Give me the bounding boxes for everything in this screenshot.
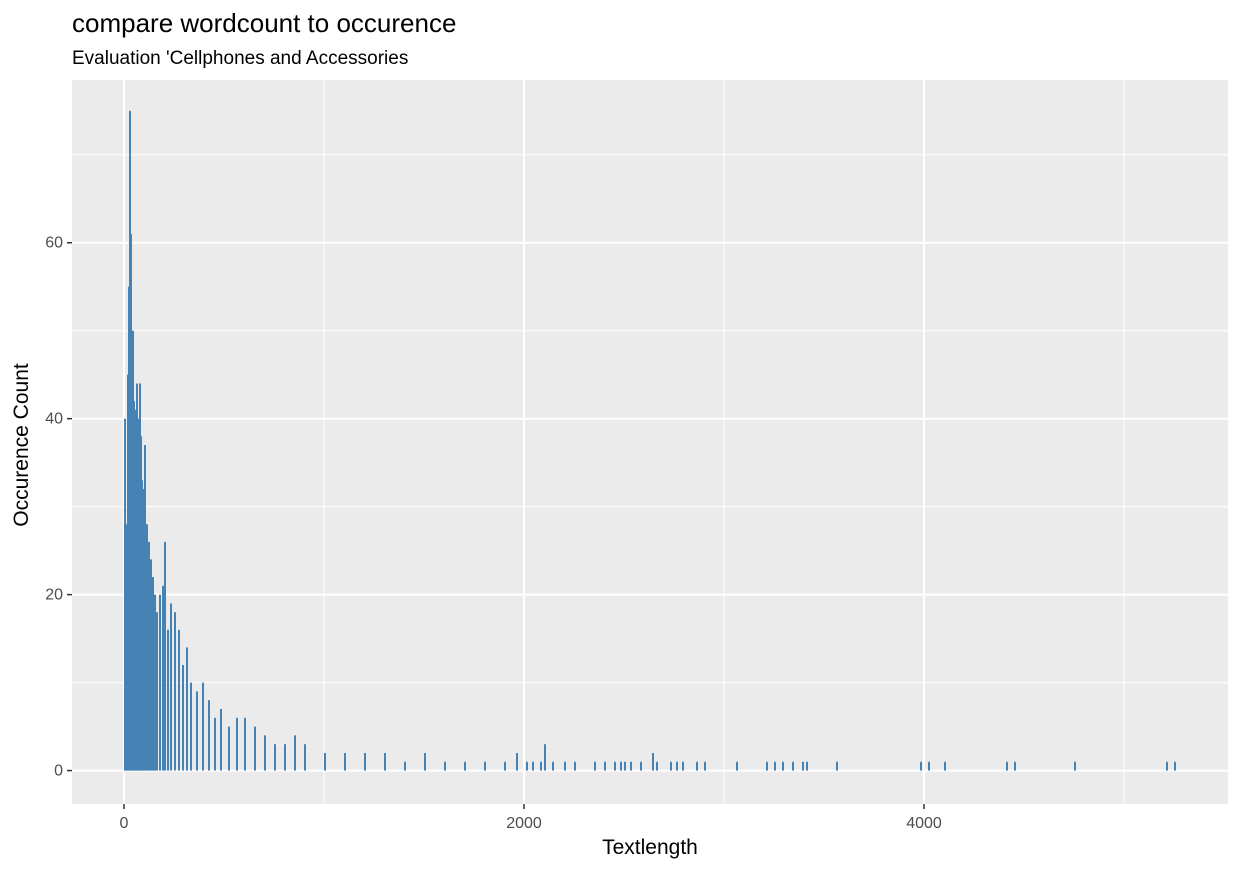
bar: [766, 761, 768, 771]
bar: [574, 761, 576, 771]
bar: [544, 744, 546, 771]
bar: [304, 744, 306, 771]
bar: [1006, 761, 1008, 771]
bar: [656, 761, 658, 771]
bar: [214, 717, 216, 771]
bar: [196, 691, 198, 771]
bar: [774, 761, 776, 771]
chart-title: compare wordcount to occurence: [72, 8, 457, 38]
y-tick-label: 0: [54, 763, 63, 780]
bar: [676, 761, 678, 771]
bar: [806, 761, 808, 771]
y-tick-label: 60: [45, 235, 63, 252]
bar: [148, 541, 150, 771]
bar: [792, 761, 794, 771]
bar: [324, 752, 326, 771]
bar: [652, 752, 654, 771]
bar: [1014, 761, 1016, 771]
bar: [294, 735, 296, 771]
bar: [156, 612, 158, 771]
bar: [284, 744, 286, 771]
bar: [264, 735, 266, 771]
bar: [236, 717, 238, 771]
bar: [624, 761, 626, 771]
y-tick-label: 40: [45, 411, 63, 428]
bar: [244, 717, 246, 771]
bar: [928, 761, 930, 771]
bar: [159, 594, 161, 771]
bar: [736, 761, 738, 771]
chart-subtitle: Evaluation 'Cellphones and Accessories: [72, 48, 409, 69]
bar: [174, 612, 176, 771]
bar: [682, 761, 684, 771]
bar: [920, 761, 922, 771]
bar: [1074, 761, 1076, 771]
x-tick-label: 4000: [906, 815, 942, 832]
bar: [1174, 761, 1176, 771]
bar: [604, 761, 606, 771]
bar: [540, 761, 542, 771]
bar: [944, 761, 946, 771]
bar: [220, 708, 222, 771]
bar: [640, 761, 642, 771]
bar: [202, 682, 204, 771]
bar: [150, 559, 152, 771]
bar: [516, 752, 518, 771]
bar: [484, 761, 486, 771]
bar: [504, 761, 506, 771]
plot-panel: [72, 80, 1228, 804]
bar: [1166, 761, 1168, 771]
bar: [124, 418, 126, 771]
bar: [670, 761, 672, 771]
bar: [152, 577, 154, 771]
bar: [404, 761, 406, 771]
bar: [144, 445, 146, 771]
bar: [274, 744, 276, 771]
bar: [464, 761, 466, 771]
bar: [170, 603, 172, 771]
bar: [836, 761, 838, 771]
bar: [614, 761, 616, 771]
bar: [228, 726, 230, 771]
bar: [190, 682, 192, 771]
bar: [802, 761, 804, 771]
bar: [162, 585, 164, 771]
bar: [164, 541, 166, 771]
bar: [384, 752, 386, 771]
bar: [444, 761, 446, 771]
bar: [182, 665, 184, 771]
bar: [782, 761, 784, 771]
y-tick-label: 20: [45, 587, 63, 604]
bar: [344, 752, 346, 771]
bar: [696, 761, 698, 771]
bar: [526, 761, 528, 771]
bar: [424, 752, 426, 771]
bar: [630, 761, 632, 771]
bar: [594, 761, 596, 771]
bar: [620, 761, 622, 771]
bar: [146, 524, 148, 771]
x-tick-label: 2000: [506, 815, 542, 832]
bar: [208, 700, 210, 771]
bar: [564, 761, 566, 771]
bar: [364, 752, 366, 771]
bar: [704, 761, 706, 771]
bar: [167, 629, 169, 771]
x-tick-label: 0: [120, 815, 129, 832]
bar: [178, 629, 180, 771]
bar: [552, 761, 554, 771]
bar: [186, 647, 188, 771]
bar: [532, 761, 534, 771]
x-axis-label: Textlength: [602, 836, 698, 859]
bar: [254, 726, 256, 771]
bar: [154, 594, 156, 771]
